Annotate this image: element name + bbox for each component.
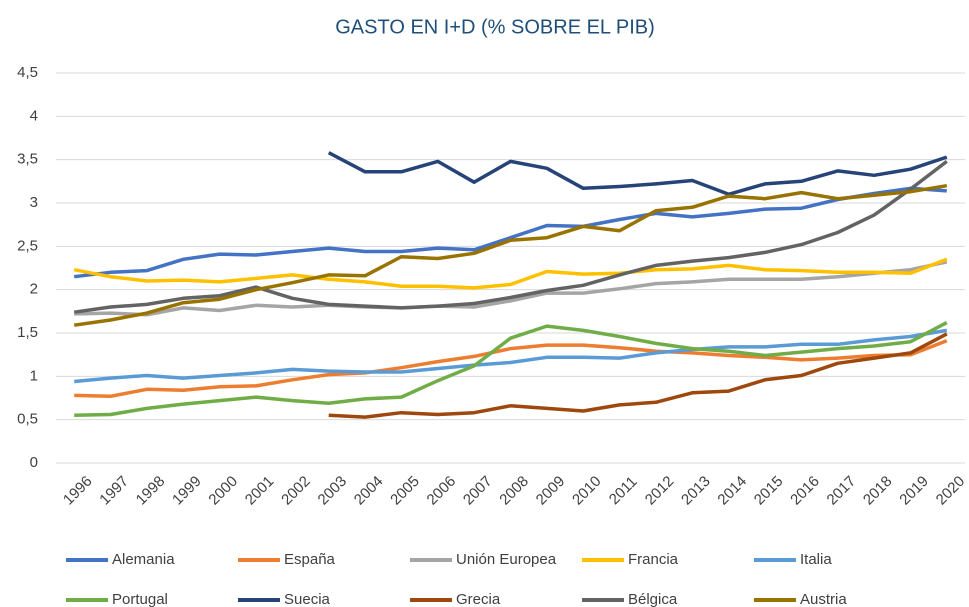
series-line xyxy=(73,183,948,327)
legend-label: España xyxy=(284,551,336,568)
series-line xyxy=(74,339,948,399)
y-tick-label: 4,5 xyxy=(17,64,38,81)
series-line xyxy=(74,260,948,317)
series-line xyxy=(73,160,948,314)
x-tick-label: 2017 xyxy=(824,473,860,509)
series-line xyxy=(73,257,948,290)
series-line xyxy=(74,328,948,384)
x-tick-label: 2013 xyxy=(678,473,714,509)
x-tick-label: 2000 xyxy=(205,473,241,509)
series-line xyxy=(74,321,948,418)
y-tick-label: 1 xyxy=(30,367,38,384)
x-tick-label: 2009 xyxy=(533,473,569,509)
x-tick-label: 2004 xyxy=(351,473,387,509)
series-line xyxy=(327,151,948,197)
x-tick-label: 2019 xyxy=(896,473,932,509)
x-tick-label: 2001 xyxy=(242,473,278,509)
x-tick-label: 2007 xyxy=(460,473,496,509)
legend-label: Unión Europea xyxy=(456,551,557,568)
series-line xyxy=(328,332,948,419)
x-tick-label: 2011 xyxy=(606,473,641,508)
x-tick-label: 2005 xyxy=(387,473,423,509)
x-tick-label: 2015 xyxy=(751,473,787,509)
x-tick-label: 2018 xyxy=(860,473,896,509)
x-tick-label: 2010 xyxy=(569,473,605,509)
x-tick-label: 2014 xyxy=(714,473,750,509)
y-tick-label: 0,5 xyxy=(17,411,38,428)
x-tick-label: 2016 xyxy=(787,473,823,509)
x-tick-label: 2006 xyxy=(424,473,460,509)
legend-label: Austria xyxy=(800,591,847,607)
legend-label: Bélgica xyxy=(628,591,678,607)
x-tick-label: 2003 xyxy=(315,473,351,509)
y-tick-label: 3 xyxy=(30,194,38,211)
legend-label: Suecia xyxy=(284,591,331,607)
legend-label: Portugal xyxy=(112,591,168,607)
y-tick-label: 1,5 xyxy=(17,324,38,341)
x-tick-label: 2020 xyxy=(933,473,969,509)
legend-label: Italia xyxy=(800,551,832,568)
chart-title: GASTO EN I+D (% SOBRE EL PIB) xyxy=(335,16,655,38)
legend-label: Grecia xyxy=(456,591,501,607)
y-tick-label: 0 xyxy=(30,454,38,471)
series-line xyxy=(73,186,947,279)
legend-label: Alemania xyxy=(112,551,175,568)
x-tick-label: 1996 xyxy=(60,473,96,509)
x-tick-label: 1999 xyxy=(169,473,205,509)
x-tick-label: 2002 xyxy=(278,473,314,509)
x-tick-label: 2012 xyxy=(642,473,678,509)
y-tick-label: 2,5 xyxy=(17,237,38,254)
legend-label: Francia xyxy=(628,551,679,568)
x-tick-label: 2008 xyxy=(496,473,532,509)
y-tick-label: 2 xyxy=(30,281,38,298)
y-tick-label: 4 xyxy=(30,107,38,124)
y-tick-label: 3,5 xyxy=(17,151,38,168)
x-tick-label: 1998 xyxy=(133,473,169,509)
x-tick-label: 1997 xyxy=(96,473,132,509)
